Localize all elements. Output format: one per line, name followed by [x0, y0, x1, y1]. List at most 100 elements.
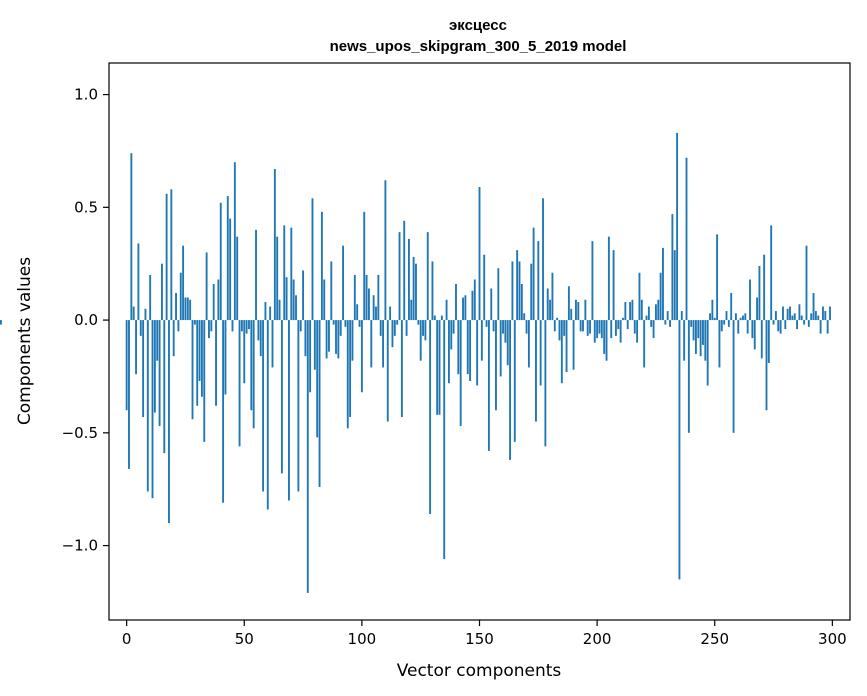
bar [537, 241, 540, 321]
bar [539, 320, 542, 386]
bar [377, 274, 380, 321]
bar [723, 320, 726, 325]
bar [737, 320, 740, 334]
bar [191, 320, 194, 420]
bar [502, 320, 504, 334]
bar [779, 320, 782, 334]
bar [567, 286, 570, 321]
bar-series [0, 132, 831, 593]
bar [657, 299, 660, 321]
bar [165, 193, 168, 321]
bar [186, 297, 189, 321]
bar [342, 245, 344, 321]
bar [716, 234, 719, 321]
bar [264, 302, 267, 321]
bar [422, 320, 424, 336]
bar [662, 247, 664, 321]
bar [577, 302, 580, 321]
bar [419, 320, 422, 361]
bar [445, 299, 448, 321]
bar [511, 261, 514, 321]
bar [426, 232, 429, 321]
bar [203, 320, 206, 442]
bar [509, 320, 512, 460]
bar [622, 317, 624, 321]
bar [513, 320, 516, 442]
bar [142, 320, 145, 418]
bar [640, 299, 643, 321]
chart-title: эксцесс news_upos_skipgram_300_5_2019 mo… [330, 17, 627, 55]
bar [647, 306, 650, 321]
bar [669, 320, 671, 327]
y-tick-label: 1.0 [74, 86, 98, 104]
bar [328, 320, 330, 352]
bar [643, 320, 646, 368]
bar [530, 263, 533, 321]
bar [553, 320, 556, 332]
bar [382, 320, 384, 368]
bar [798, 304, 801, 321]
bar [593, 320, 596, 343]
bar [659, 272, 662, 321]
bar [734, 313, 737, 321]
bar [349, 320, 352, 418]
bar [356, 304, 359, 321]
bar [469, 320, 472, 381]
bar [450, 320, 453, 350]
bar [814, 311, 817, 321]
bar [259, 320, 262, 357]
bar [702, 320, 704, 345]
bar [756, 297, 759, 321]
bar [393, 320, 396, 336]
bar [292, 279, 295, 321]
bar [492, 320, 495, 332]
bar [560, 320, 563, 384]
bar [549, 299, 552, 321]
bar [822, 306, 824, 321]
bar [412, 256, 415, 321]
bar [817, 315, 820, 321]
bar [200, 320, 203, 397]
bar [654, 304, 657, 321]
bar [205, 252, 208, 321]
bar [440, 315, 443, 321]
x-tick-label: 300 [818, 630, 847, 648]
bar [605, 320, 608, 361]
bar [506, 320, 509, 366]
bar [243, 320, 246, 384]
bar [360, 320, 363, 393]
bar [276, 236, 279, 321]
bar [407, 238, 410, 321]
bar [694, 320, 697, 354]
bar [266, 320, 269, 510]
bar [257, 320, 260, 341]
bar [447, 320, 450, 384]
bar [725, 311, 728, 321]
bar [269, 306, 272, 321]
bar [299, 320, 302, 332]
bar [151, 320, 154, 499]
bar [424, 320, 427, 341]
bar [520, 284, 523, 321]
bar [770, 225, 773, 321]
bar [403, 220, 406, 321]
bar [784, 320, 787, 330]
bar [485, 320, 488, 327]
bar [271, 320, 274, 368]
chart-title-line1: эксцесс [449, 17, 507, 34]
bar [156, 320, 159, 361]
bar [417, 320, 420, 325]
bar [464, 295, 467, 321]
bar [619, 320, 622, 343]
bar [704, 320, 707, 361]
bar [240, 320, 243, 332]
bar [0, 320, 2, 325]
bar [172, 320, 175, 357]
bar [673, 250, 676, 321]
bar [591, 241, 594, 321]
bar [431, 261, 434, 321]
bar [466, 320, 469, 375]
bar [391, 320, 394, 348]
bar [245, 320, 248, 334]
bar [532, 227, 535, 321]
